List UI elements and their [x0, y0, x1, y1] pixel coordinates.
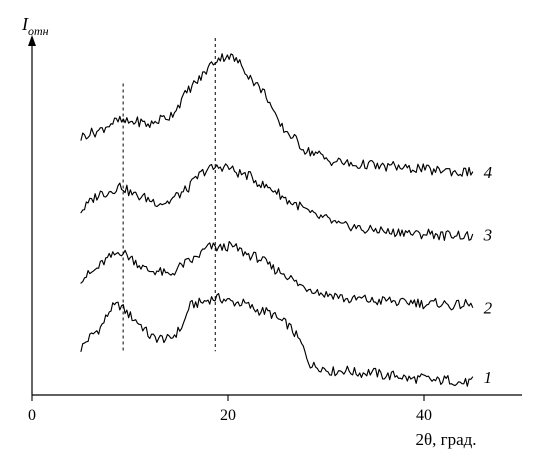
x-tick-label-2: 40	[416, 407, 432, 424]
y-axis-arrow	[28, 35, 36, 46]
y-axis-label-main: I	[21, 14, 29, 34]
x-tick-label-1: 20	[220, 407, 236, 424]
series-label-2: 2	[484, 298, 493, 317]
x-tick-label-0: 0	[28, 407, 36, 424]
series-label-1: 1	[484, 368, 493, 387]
series-label-4: 4	[484, 163, 493, 182]
series-line-4	[80, 53, 474, 177]
y-axis-label-sub: отн	[28, 24, 49, 38]
x-axis-label: 2θ, град.	[415, 430, 476, 449]
series-line-2	[80, 240, 474, 311]
series-line-3	[80, 163, 474, 241]
plot-layer: 0 20 40 Iотн 2θ, град. 1 2 3 4	[21, 14, 522, 449]
series-line-1	[80, 292, 474, 387]
y-axis-label: Iотн	[21, 14, 49, 38]
series-label-3: 3	[483, 225, 493, 244]
